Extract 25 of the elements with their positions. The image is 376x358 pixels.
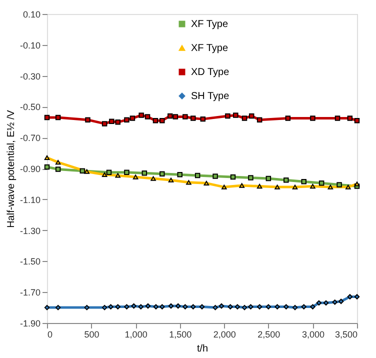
legend-label: XD Type xyxy=(191,67,230,78)
x-tick-label: 0 xyxy=(48,330,53,340)
y-axis-title: Half-wave potential, E½ /V xyxy=(6,110,17,228)
legend-label: XF Type xyxy=(191,43,228,54)
y-tick-label: -0.70 xyxy=(20,133,40,144)
y-tick-label: -1.50 xyxy=(20,256,40,267)
x-tick-label: 2,500 xyxy=(258,330,280,340)
legend-label: SH Type xyxy=(191,91,230,102)
y-tick-label: -0.10 xyxy=(20,40,40,50)
y-tick-label: -1.90 xyxy=(20,318,40,328)
y-tick-label: -1.30 xyxy=(20,226,40,236)
x-tick-label: 1,500 xyxy=(169,330,192,340)
x-tick-label: 2,000 xyxy=(213,330,236,340)
y-tick-label: -0.90 xyxy=(20,164,40,174)
x-tick-label: 3,500 xyxy=(334,330,358,340)
y-tick-label: -1.10 xyxy=(20,194,40,205)
y-tick-label: -1.70 xyxy=(20,288,40,298)
x-axis-title: t/h xyxy=(196,344,208,354)
y-tick-label: 0.10 xyxy=(22,10,40,20)
legend-label: XF Type xyxy=(191,19,228,30)
x-tick-label: 500 xyxy=(84,330,100,340)
x-tick-label: 3,000 xyxy=(302,330,324,340)
y-tick-label: -0.30 xyxy=(20,71,40,82)
y-tick-label: -0.50 xyxy=(20,102,40,112)
x-tick-label: 1,000 xyxy=(124,330,148,340)
